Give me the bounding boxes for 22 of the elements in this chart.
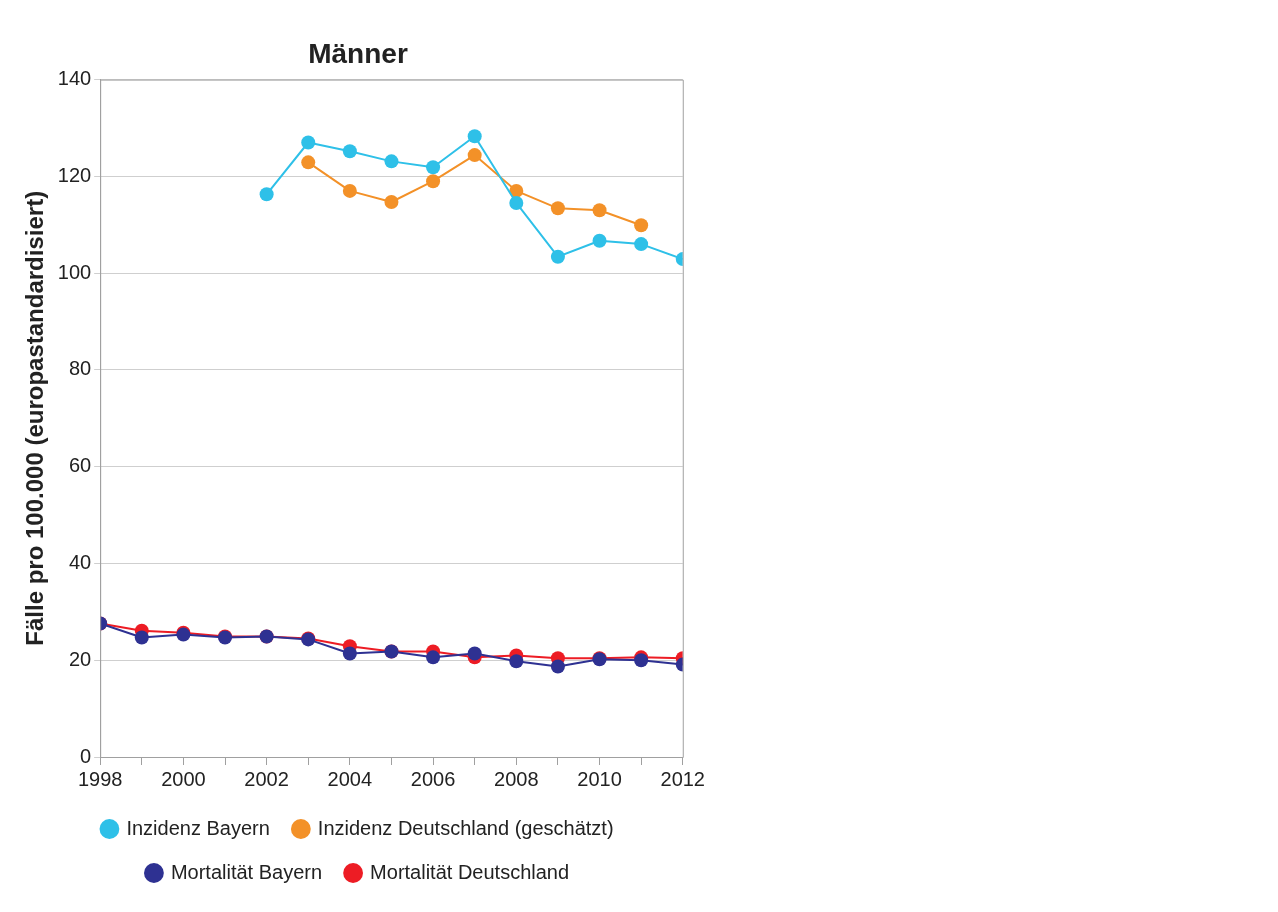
x-tick-label: 1998: [77, 767, 123, 790]
x-tick-label: 2000: [161, 767, 206, 790]
x-tick-label: 2008: [494, 767, 539, 790]
x-tick-label: 2004: [327, 767, 373, 790]
y-tick-label: 100: [57, 260, 92, 283]
legend-label: Inzidenz Deutschland (geschätzt): [317, 816, 614, 839]
y-axis-title: Fälle pro 100.000 (europastandardisiert): [21, 190, 49, 646]
y-tick-label: 40: [68, 550, 92, 573]
y-tick-label: 140: [57, 67, 92, 90]
y-tick-label: 20: [68, 647, 92, 670]
x-tick-label: 2010: [577, 767, 622, 790]
y-tick-label: 120: [57, 163, 92, 186]
y-tick-label: 60: [68, 454, 92, 477]
x-tick-label: 2002: [244, 767, 289, 790]
x-tick-label: 2012: [660, 767, 705, 790]
legend-label: Inzidenz Bayern: [126, 816, 270, 839]
legend-label: Mortalität Bayern: [170, 860, 323, 883]
y-tick-label: 80: [68, 357, 92, 380]
legend-label: Mortalität Deutschland: [370, 860, 570, 883]
x-tick-label: 2006: [410, 767, 456, 790]
y-tick-label: 0: [80, 744, 92, 767]
chart-title: Männer: [308, 37, 408, 69]
